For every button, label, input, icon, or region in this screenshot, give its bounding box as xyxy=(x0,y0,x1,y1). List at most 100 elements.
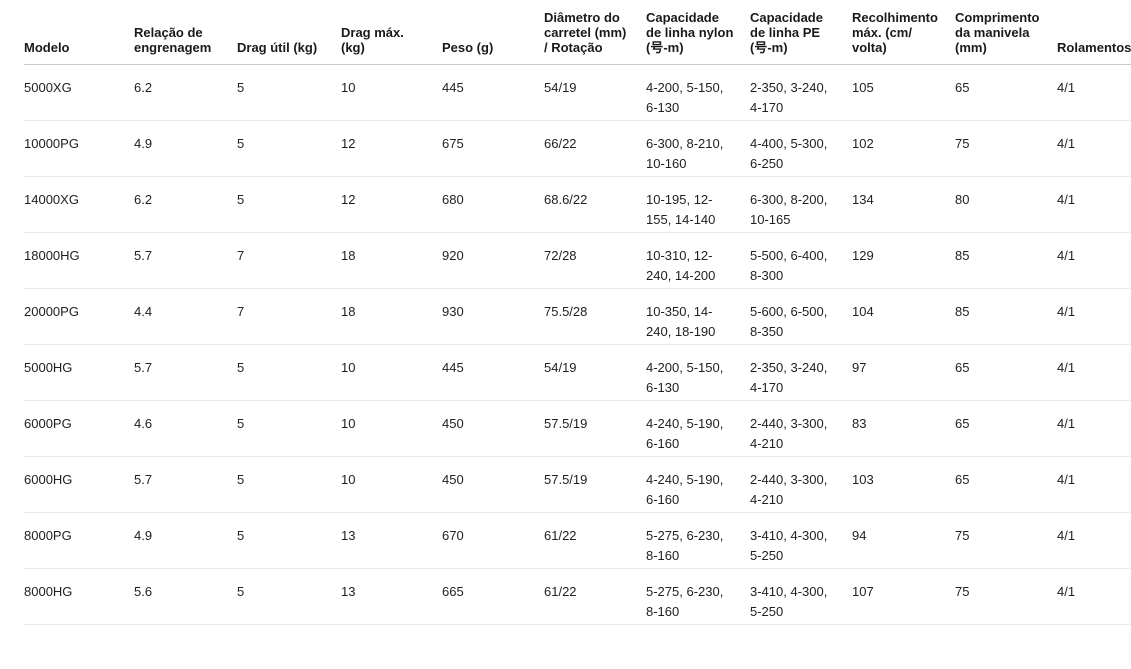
cell-model: 6000PG xyxy=(24,400,134,457)
cell-bearings: 4/1 xyxy=(1057,176,1131,233)
column-header-spool_diameter_rotation: Diâmetro do carretel (mm) / Rotação xyxy=(544,4,646,65)
cell-max_drag: 18 xyxy=(341,232,442,289)
table-row-10000PG: 10000PG 4.9 5 12 675 66/22 6-300, 8-210, 10-16… xyxy=(24,120,1131,177)
cell-handle_length: 75 xyxy=(955,120,1057,177)
cell-weight: 665 xyxy=(442,568,544,625)
cell-max_retrieve: 97 xyxy=(852,344,955,401)
cell-max_drag: 10 xyxy=(341,64,442,121)
cell-handle_length: 85 xyxy=(955,232,1057,289)
cell-handle_length: 85 xyxy=(955,288,1057,345)
reel-spec-table: Modelo Relação de engrenagem Drag útil (kg… xyxy=(24,4,1131,625)
cell-spool_diameter_rotation: 68.6/22 xyxy=(544,176,646,233)
cell-spool_diameter_rotation: 66/22 xyxy=(544,120,646,177)
cell-bearings: 4/1 xyxy=(1057,288,1131,345)
column-header-max_retrieve: Recolhimento máx. (cm/ volta) xyxy=(852,4,955,65)
table-row-18000HG: 18000HG 5.7 7 18 920 72/28 10-310, 12-240, 14-… xyxy=(24,232,1131,289)
cell-gear_ratio: 4.6 xyxy=(134,400,237,457)
cell-weight: 920 xyxy=(442,232,544,289)
column-header-nylon_line_capacity: Capacidade de linha nylon (号-m) xyxy=(646,4,750,65)
cell-nylon_line_capacity: 4-200, 5-150, 6-130 xyxy=(646,64,750,121)
column-header-weight: Peso (g) xyxy=(442,4,544,65)
cell-weight: 450 xyxy=(442,400,544,457)
cell-spool_diameter_rotation: 57.5/19 xyxy=(544,456,646,513)
cell-spool_diameter_rotation: 61/22 xyxy=(544,512,646,569)
cell-max_retrieve: 102 xyxy=(852,120,955,177)
cell-weight: 675 xyxy=(442,120,544,177)
cell-weight: 445 xyxy=(442,64,544,121)
cell-weight: 680 xyxy=(442,176,544,233)
cell-weight: 450 xyxy=(442,456,544,513)
cell-nylon_line_capacity: 10-310, 12-240, 14-200 xyxy=(646,232,750,289)
cell-spool_diameter_rotation: 54/19 xyxy=(544,64,646,121)
cell-pe_line_capacity: 3-410, 4-300, 5-250 xyxy=(750,568,852,625)
cell-pe_line_capacity: 5-500, 6-400, 8-300 xyxy=(750,232,852,289)
cell-model: 5000HG xyxy=(24,344,134,401)
cell-pe_line_capacity: 3-410, 4-300, 5-250 xyxy=(750,512,852,569)
cell-usable_drag: 7 xyxy=(237,288,341,345)
table-row-6000HG: 6000HG 5.7 5 10 450 57.5/19 4-240, 5-190, 6-16… xyxy=(24,456,1131,513)
cell-pe_line_capacity: 5-600, 6-500, 8-350 xyxy=(750,288,852,345)
cell-handle_length: 65 xyxy=(955,64,1057,121)
cell-pe_line_capacity: 2-440, 3-300, 4-210 xyxy=(750,456,852,513)
cell-max_drag: 10 xyxy=(341,344,442,401)
cell-model: 10000PG xyxy=(24,120,134,177)
cell-usable_drag: 5 xyxy=(237,512,341,569)
cell-bearings: 4/1 xyxy=(1057,512,1131,569)
cell-bearings: 4/1 xyxy=(1057,456,1131,513)
table-row-14000XG: 14000XG 6.2 5 12 680 68.6/22 10-195, 12-155, 1… xyxy=(24,176,1131,233)
cell-usable_drag: 5 xyxy=(237,400,341,457)
cell-nylon_line_capacity: 10-195, 12-155, 14-140 xyxy=(646,176,750,233)
cell-model: 14000XG xyxy=(24,176,134,233)
cell-bearings: 4/1 xyxy=(1057,232,1131,289)
table-row-20000PG: 20000PG 4.4 7 18 930 75.5/28 10-350, 14-240, 1… xyxy=(24,288,1131,345)
cell-nylon_line_capacity: 4-240, 5-190, 6-160 xyxy=(646,456,750,513)
cell-gear_ratio: 5.7 xyxy=(134,456,237,513)
cell-spool_diameter_rotation: 61/22 xyxy=(544,568,646,625)
cell-nylon_line_capacity: 6-300, 8-210, 10-160 xyxy=(646,120,750,177)
cell-max_drag: 13 xyxy=(341,568,442,625)
table-header: Modelo Relação de engrenagem Drag útil (kg… xyxy=(24,4,1131,65)
cell-nylon_line_capacity: 4-200, 5-150, 6-130 xyxy=(646,344,750,401)
cell-model: 6000HG xyxy=(24,456,134,513)
cell-handle_length: 65 xyxy=(955,400,1057,457)
cell-max_drag: 10 xyxy=(341,456,442,513)
cell-max_drag: 12 xyxy=(341,176,442,233)
cell-bearings: 4/1 xyxy=(1057,568,1131,625)
cell-model: 8000PG xyxy=(24,512,134,569)
cell-weight: 930 xyxy=(442,288,544,345)
column-header-gear_ratio: Relação de engrenagem xyxy=(134,4,237,65)
cell-gear_ratio: 5.7 xyxy=(134,232,237,289)
cell-nylon_line_capacity: 4-240, 5-190, 6-160 xyxy=(646,400,750,457)
cell-usable_drag: 5 xyxy=(237,120,341,177)
cell-model: 18000HG xyxy=(24,232,134,289)
table-row-5000XG: 5000XG 6.2 5 10 445 54/19 4-200, 5-150, 6-130 2… xyxy=(24,64,1131,121)
cell-usable_drag: 5 xyxy=(237,344,341,401)
cell-gear_ratio: 4.4 xyxy=(134,288,237,345)
cell-pe_line_capacity: 4-400, 5-300, 6-250 xyxy=(750,120,852,177)
table-row-6000PG: 6000PG 4.6 5 10 450 57.5/19 4-240, 5-190, 6-16… xyxy=(24,400,1131,457)
cell-handle_length: 75 xyxy=(955,568,1057,625)
column-header-handle_length: Comprimento da manivela (mm) xyxy=(955,4,1057,65)
cell-pe_line_capacity: 2-350, 3-240, 4-170 xyxy=(750,344,852,401)
cell-usable_drag: 5 xyxy=(237,64,341,121)
cell-weight: 670 xyxy=(442,512,544,569)
table-row-8000PG: 8000PG 4.9 5 13 670 61/22 5-275, 6-230, 8-160 3… xyxy=(24,512,1131,569)
cell-nylon_line_capacity: 5-275, 6-230, 8-160 xyxy=(646,512,750,569)
cell-bearings: 4/1 xyxy=(1057,344,1131,401)
cell-bearings: 4/1 xyxy=(1057,64,1131,121)
cell-bearings: 4/1 xyxy=(1057,400,1131,457)
cell-gear_ratio: 4.9 xyxy=(134,512,237,569)
column-header-pe_line_capacity: Capacidade de linha PE (号-m) xyxy=(750,4,852,65)
cell-max_retrieve: 103 xyxy=(852,456,955,513)
table-header-row: Modelo Relação de engrenagem Drag útil (kg… xyxy=(24,4,1131,65)
table-body: 5000XG 6.2 5 10 445 54/19 4-200, 5-150, 6-130 2… xyxy=(24,64,1131,625)
cell-usable_drag: 7 xyxy=(237,232,341,289)
cell-gear_ratio: 5.6 xyxy=(134,568,237,625)
cell-handle_length: 80 xyxy=(955,176,1057,233)
cell-spool_diameter_rotation: 75.5/28 xyxy=(544,288,646,345)
column-header-max_drag: Drag máx. (kg) xyxy=(341,4,442,65)
cell-handle_length: 65 xyxy=(955,344,1057,401)
cell-weight: 445 xyxy=(442,344,544,401)
cell-max_retrieve: 104 xyxy=(852,288,955,345)
cell-max_retrieve: 134 xyxy=(852,176,955,233)
